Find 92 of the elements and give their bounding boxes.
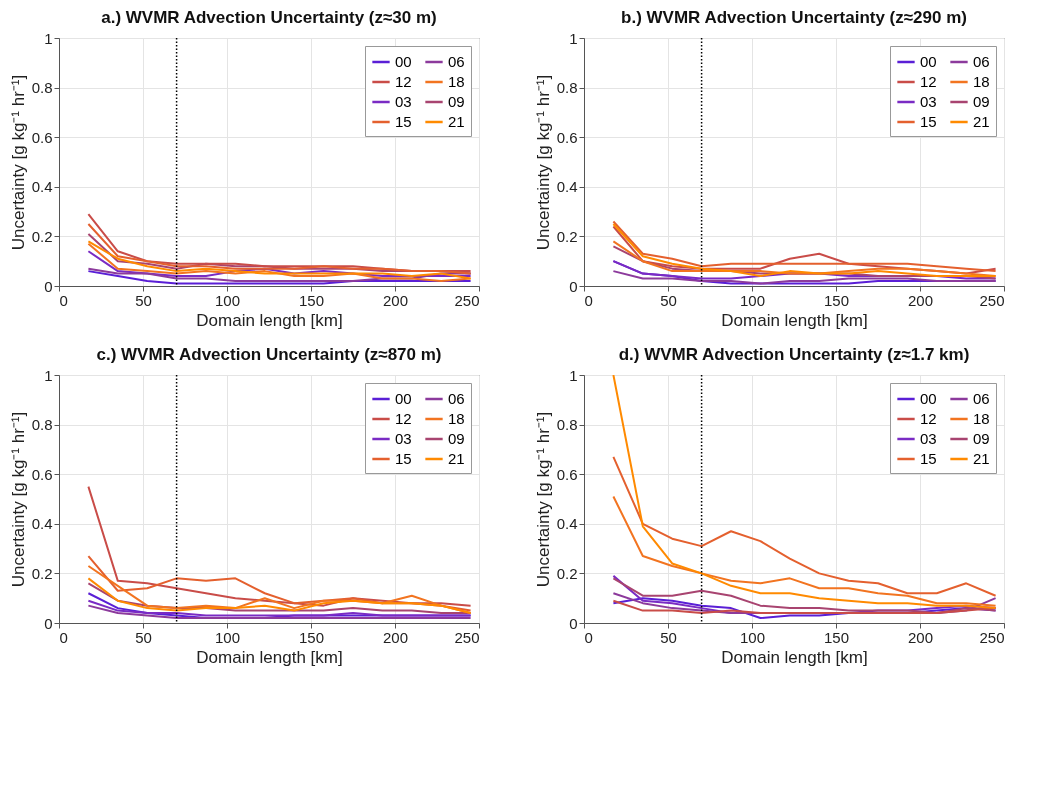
x-tick-label: 0 [59, 628, 68, 646]
legend-label: 03 [920, 430, 937, 447]
y-tick-label: 0.8 [31, 79, 53, 97]
legend-label: 21 [448, 113, 465, 130]
x-tick-label: 100 [214, 291, 241, 309]
x-tick-label: 200 [907, 291, 934, 309]
legend-label: 06 [973, 53, 990, 70]
x-tick-label: 50 [135, 291, 152, 309]
legend-label: 15 [395, 450, 412, 467]
y-axis-title: Uncertainty [g kg⁻¹ hr⁻¹] [533, 74, 553, 251]
x-tick-label: 250 [454, 291, 480, 309]
y-tick-label: 1 [569, 29, 578, 47]
legend-label: 12 [395, 410, 412, 427]
y-tick-label: 0.2 [556, 227, 578, 245]
y-tick-label: 0 [569, 277, 578, 295]
legend-label: 00 [395, 53, 412, 70]
legend-label: 15 [920, 113, 937, 130]
x-axis-title: Domain length [km] [721, 310, 868, 330]
legend-label: 18 [973, 410, 990, 427]
x-tick-label: 100 [739, 291, 766, 309]
y-tick-label: 0 [44, 614, 53, 632]
x-tick-label: 150 [298, 628, 325, 646]
x-tick-label: 50 [660, 291, 677, 309]
x-axis-title: Domain length [km] [196, 310, 343, 330]
y-axis-title: Uncertainty [g kg⁻¹ hr⁻¹] [533, 411, 553, 588]
y-tick-label: 0.8 [556, 416, 578, 434]
legend-label: 18 [448, 73, 465, 90]
y-tick-label: 1 [44, 366, 53, 384]
chart-title: d.) WVMR Advection Uncertainty (z≈1.7 km) [618, 345, 970, 364]
y-tick-label: 0.4 [31, 178, 53, 196]
legend-label: 12 [395, 73, 412, 90]
legend-label: 21 [973, 113, 990, 130]
y-tick-label: 0.2 [556, 564, 578, 582]
y-axis-title: Uncertainty [g kg⁻¹ hr⁻¹] [8, 74, 28, 251]
y-tick-label: 0 [569, 614, 578, 632]
legend-label: 18 [973, 73, 990, 90]
chart-title: b.) WVMR Advection Uncertainty (z≈290 m) [621, 8, 967, 27]
legend-label: 12 [920, 73, 937, 90]
x-tick-label: 200 [382, 291, 409, 309]
legend-label: 12 [920, 410, 937, 427]
x-tick-label: 50 [660, 628, 677, 646]
y-tick-label: 0.6 [31, 465, 53, 483]
y-tick-label: 0.2 [31, 227, 53, 245]
y-tick-label: 0.6 [556, 465, 578, 483]
x-tick-label: 150 [823, 291, 850, 309]
y-tick-label: 0.4 [556, 178, 578, 196]
legend-label: 15 [395, 113, 412, 130]
y-tick-label: 0.2 [31, 564, 53, 582]
x-axis-title: Domain length [km] [721, 647, 868, 667]
x-tick-label: 150 [823, 628, 850, 646]
x-tick-label: 0 [584, 291, 593, 309]
x-tick-label: 50 [135, 628, 152, 646]
y-tick-label: 0.4 [556, 515, 578, 533]
legend-label: 15 [920, 450, 937, 467]
y-tick-label: 0.4 [31, 515, 53, 533]
x-tick-label: 250 [979, 628, 1005, 646]
x-tick-label: 200 [907, 628, 934, 646]
y-tick-label: 0.8 [31, 416, 53, 434]
y-tick-label: 1 [569, 366, 578, 384]
legend-label: 03 [395, 93, 412, 110]
legend-label: 03 [920, 93, 937, 110]
legend-label: 21 [448, 450, 465, 467]
legend-label: 00 [920, 390, 937, 407]
x-tick-label: 100 [214, 628, 241, 646]
x-tick-label: 0 [59, 291, 68, 309]
legend-label: 18 [448, 410, 465, 427]
legend-label: 09 [973, 430, 990, 447]
x-tick-label: 200 [382, 628, 409, 646]
legend-label: 21 [973, 450, 990, 467]
legend-label: 06 [448, 390, 465, 407]
x-axis-title: Domain length [km] [196, 647, 343, 667]
y-tick-label: 0 [44, 277, 53, 295]
legend-label: 00 [920, 53, 937, 70]
legend-label: 09 [973, 93, 990, 110]
legend-label: 09 [448, 430, 465, 447]
chart-title: a.) WVMR Advection Uncertainty (z≈30 m) [101, 8, 437, 27]
chart-title: c.) WVMR Advection Uncertainty (z≈870 m) [96, 345, 442, 364]
y-tick-label: 1 [44, 29, 53, 47]
legend-label: 03 [395, 430, 412, 447]
x-tick-label: 0 [584, 628, 593, 646]
legend-label: 00 [395, 390, 412, 407]
x-tick-label: 150 [298, 291, 325, 309]
legend-label: 06 [973, 390, 990, 407]
x-tick-label: 250 [979, 291, 1005, 309]
legend-label: 06 [448, 53, 465, 70]
legend-label: 09 [448, 93, 465, 110]
y-axis-title: Uncertainty [g kg⁻¹ hr⁻¹] [8, 411, 28, 588]
y-tick-label: 0.6 [556, 128, 578, 146]
y-tick-label: 0.6 [31, 128, 53, 146]
x-tick-label: 250 [454, 628, 480, 646]
x-tick-label: 100 [739, 628, 766, 646]
y-tick-label: 0.8 [556, 79, 578, 97]
